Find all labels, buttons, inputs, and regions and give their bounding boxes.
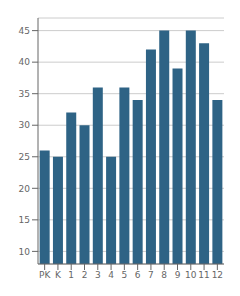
svg-text:15: 15	[19, 215, 30, 225]
svg-text:4: 4	[108, 270, 114, 280]
svg-text:K: K	[55, 270, 62, 280]
svg-text:7: 7	[148, 270, 154, 280]
svg-text:6: 6	[135, 270, 141, 280]
svg-text:10: 10	[185, 270, 197, 280]
svg-text:30: 30	[19, 120, 31, 130]
svg-text:8: 8	[161, 270, 167, 280]
svg-text:40: 40	[19, 57, 31, 67]
svg-text:1: 1	[68, 270, 74, 280]
svg-text:10: 10	[19, 247, 31, 257]
svg-text:11: 11	[198, 270, 209, 280]
svg-text:25: 25	[19, 152, 30, 162]
svg-text:9: 9	[175, 270, 181, 280]
svg-text:20: 20	[19, 184, 31, 194]
svg-text:12: 12	[212, 270, 223, 280]
svg-text:2: 2	[82, 270, 88, 280]
svg-text:35: 35	[19, 89, 30, 99]
svg-text:45: 45	[19, 26, 30, 36]
svg-text:3: 3	[95, 270, 101, 280]
svg-text:PK: PK	[39, 270, 51, 280]
svg-text:5: 5	[121, 270, 127, 280]
